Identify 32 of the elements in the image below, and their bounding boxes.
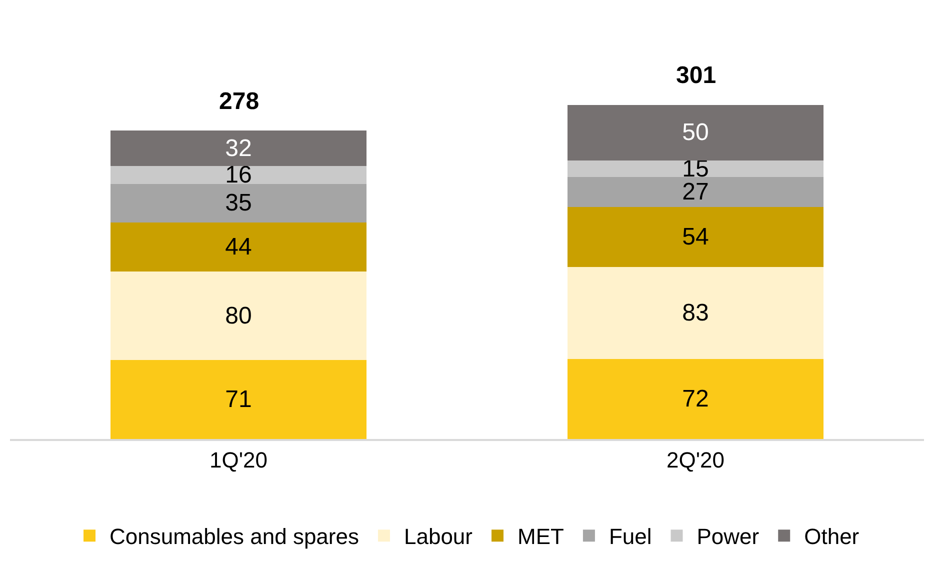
x-tick-label: 1Q'20 bbox=[209, 447, 268, 472]
legend-label: Labour bbox=[404, 524, 472, 550]
data-label: 50 bbox=[682, 119, 709, 146]
data-label: 16 bbox=[225, 161, 252, 188]
legend-label: MET bbox=[518, 524, 564, 550]
bar bbox=[568, 177, 824, 208]
x-tick-label: 2Q'20 bbox=[666, 447, 725, 472]
bar bbox=[568, 267, 824, 360]
legend-label: Power bbox=[696, 524, 760, 550]
data-label: 80 bbox=[225, 302, 252, 330]
bar bbox=[110, 271, 366, 360]
bar bbox=[568, 160, 824, 178]
data-label: 32 bbox=[225, 134, 252, 162]
data-label: 44 bbox=[225, 234, 252, 261]
bar bbox=[568, 207, 824, 268]
data-label: 72 bbox=[682, 386, 709, 413]
data-label: 35 bbox=[225, 190, 252, 217]
bar bbox=[110, 166, 366, 184]
data-label: 54 bbox=[682, 224, 709, 251]
data-label: 71 bbox=[225, 386, 252, 414]
data-label: 83 bbox=[682, 300, 709, 327]
legend-label: Fuel bbox=[608, 524, 652, 550]
total-label: 278 bbox=[219, 88, 260, 115]
total-label: 301 bbox=[676, 62, 716, 89]
bar bbox=[568, 105, 824, 160]
bar bbox=[110, 360, 366, 439]
bar bbox=[110, 184, 366, 223]
bar bbox=[110, 222, 366, 272]
legend-label: Consumables and spares bbox=[110, 524, 359, 550]
bar bbox=[110, 130, 366, 166]
legend-label: Other bbox=[804, 524, 860, 550]
bar bbox=[568, 359, 824, 439]
